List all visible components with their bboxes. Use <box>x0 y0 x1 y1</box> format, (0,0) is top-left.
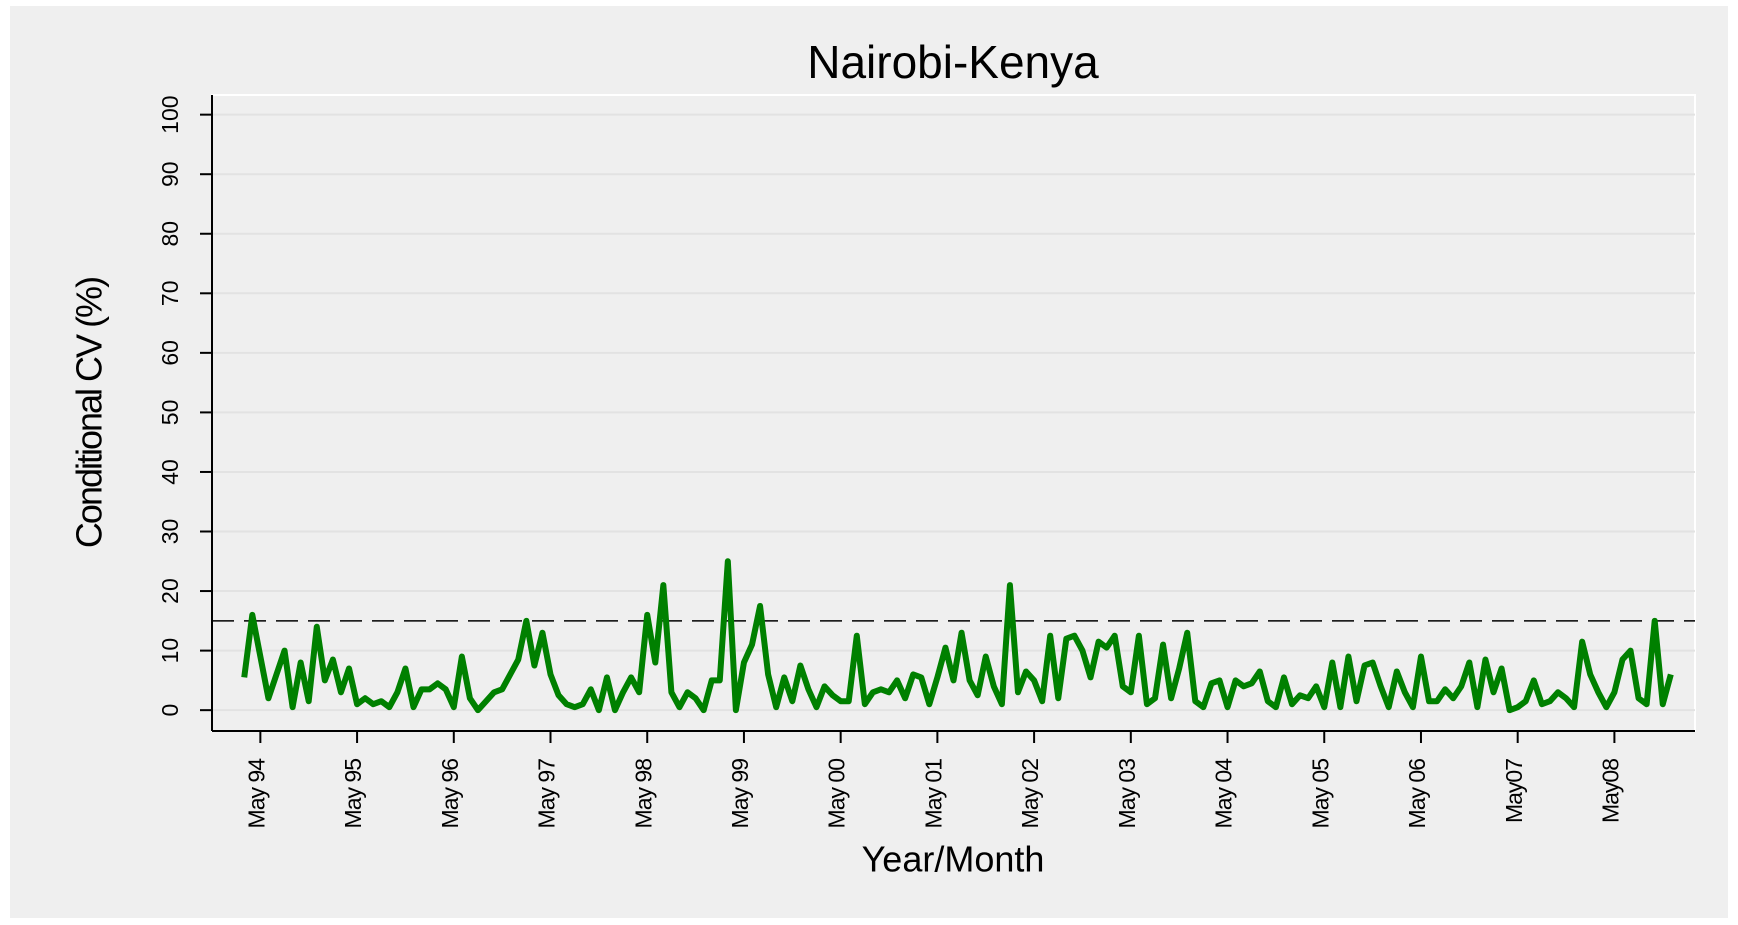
x-axis-title: Year/Month <box>862 839 1045 880</box>
y-tick-label: 90 <box>157 161 183 187</box>
x-tick-label: May 00 <box>824 759 850 829</box>
x-tick-label: May 98 <box>630 759 656 829</box>
y-tick-label: 70 <box>157 281 183 307</box>
x-tick-label: May 97 <box>534 759 560 829</box>
y-tick-label: 50 <box>157 400 183 426</box>
x-tick-label: May 03 <box>1114 759 1140 829</box>
y-tick-label: 100 <box>157 95 183 133</box>
x-tick-label: May 99 <box>727 759 753 829</box>
chart-title: Nairobi-Kenya <box>807 36 1099 88</box>
x-tick-label: May 01 <box>920 759 946 829</box>
x-tick-label: May 95 <box>340 759 366 829</box>
x-tick-label: May08 <box>1597 759 1623 823</box>
y-tick-label: 60 <box>157 340 183 366</box>
y-axis-title: Conditional CV (%) <box>69 278 110 548</box>
y-tick-label: 10 <box>157 638 183 664</box>
x-tick-label: May 96 <box>437 759 463 829</box>
data-line <box>241 558 1674 714</box>
x-tick-label: May 06 <box>1404 759 1430 829</box>
x-tick-label: May 94 <box>243 758 269 829</box>
x-tick-label: May 04 <box>1211 758 1237 829</box>
x-tick-label: May07 <box>1501 759 1527 823</box>
y-tick-label: 20 <box>157 578 183 604</box>
y-tick-label: 40 <box>157 459 183 485</box>
x-tick-label: May 05 <box>1307 759 1333 829</box>
y-tick-label: 80 <box>157 221 183 247</box>
x-tick-label: May 02 <box>1017 759 1043 829</box>
y-tick-label: 30 <box>157 519 183 545</box>
y-tick-label: 0 <box>157 704 183 717</box>
